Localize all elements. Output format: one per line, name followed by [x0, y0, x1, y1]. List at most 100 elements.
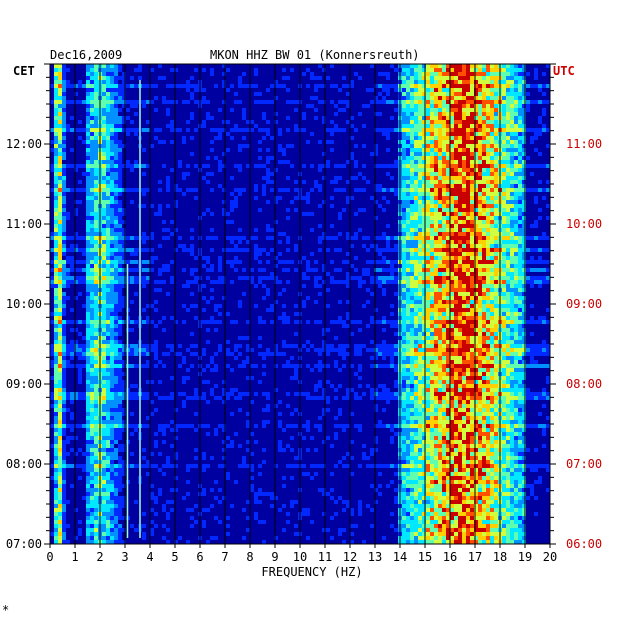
spectrogram-cell	[434, 68, 438, 72]
spectrogram-cell	[354, 160, 358, 164]
spectrogram-cell	[518, 120, 522, 124]
spectrogram-cell	[362, 124, 366, 128]
spectrogram-cell	[118, 144, 122, 148]
spectrogram-cell	[94, 308, 98, 312]
spectrogram-cell	[214, 304, 218, 308]
spectrogram-cell	[94, 236, 98, 240]
spectrogram-cell	[542, 188, 546, 192]
spectrogram-cell	[518, 168, 522, 172]
spectrogram-cell	[230, 352, 234, 356]
spectrogram-cell	[530, 84, 534, 88]
spectrogram-cell	[430, 272, 434, 276]
spectrogram-cell	[474, 308, 478, 312]
spectrogram-cell	[166, 124, 170, 128]
spectrogram-cell	[94, 124, 98, 128]
spectrogram-cell	[402, 252, 406, 256]
spectrogram-cell	[94, 256, 98, 260]
spectrogram-cell	[426, 228, 430, 232]
spectrogram-cell	[470, 204, 474, 208]
spectrogram-cell	[186, 248, 190, 252]
spectrogram-cell	[418, 116, 422, 120]
spectrogram-cell	[510, 84, 514, 88]
spectrogram-cell	[518, 364, 522, 368]
spectrogram-cell	[106, 184, 110, 188]
spectrogram-cell	[518, 92, 522, 96]
spectrogram-cell	[158, 208, 162, 212]
spectrogram-cell	[422, 320, 426, 324]
spectrogram-cell	[274, 168, 278, 172]
spectrogram-cell	[434, 180, 438, 184]
spectrogram-cell	[278, 352, 282, 356]
spectrogram-cell	[478, 156, 482, 160]
spectrogram-cell	[306, 276, 310, 280]
spectrogram-cell	[406, 316, 410, 320]
spectrogram-cell	[466, 328, 470, 332]
spectrogram-cell	[502, 272, 506, 276]
spectrogram-cell	[438, 284, 442, 288]
spectrogram-cell	[110, 172, 114, 176]
spectrogram-cell	[402, 216, 406, 220]
spectrogram-cell	[74, 200, 78, 204]
spectrogram-cell	[250, 348, 254, 352]
spectrogram-cell	[482, 332, 486, 336]
spectrogram-cell	[494, 176, 498, 180]
spectrogram-cell	[442, 244, 446, 248]
spectrogram-cell	[454, 148, 458, 152]
spectrogram-cell	[418, 340, 422, 344]
spectrogram-cell	[454, 324, 458, 328]
spectrogram-cell	[390, 280, 394, 284]
spectrogram-cell	[174, 248, 178, 252]
spectrogram-cell	[410, 264, 414, 268]
spectrogram-cell	[502, 356, 506, 360]
spectrogram-cell	[350, 196, 354, 200]
spectrogram-cell	[58, 140, 62, 144]
spectrogram-cell	[502, 348, 506, 352]
spectrogram-cell	[210, 360, 214, 364]
spectrogram-cell	[106, 304, 110, 308]
spectrogram-cell	[518, 96, 522, 100]
spectrogram-cell	[318, 236, 322, 240]
spectrogram-cell	[486, 168, 490, 172]
spectrogram-cell	[426, 304, 430, 308]
spectrogram-cell	[54, 192, 58, 196]
spectrogram-cell	[454, 292, 458, 296]
spectrogram-cell	[234, 244, 238, 248]
spectrogram-cell	[422, 116, 426, 120]
spectrogram-cell	[482, 124, 486, 128]
spectrogram-cell	[426, 188, 430, 192]
spectrogram-cell	[530, 164, 534, 168]
spectrogram-cell	[94, 300, 98, 304]
spectrogram-cell	[542, 352, 546, 356]
spectrogram-cell	[226, 260, 230, 264]
spectrogram-cell	[102, 324, 106, 328]
spectrogram-cell	[402, 288, 406, 292]
spectrogram-cell	[434, 296, 438, 300]
spectrogram-cell	[458, 316, 462, 320]
spectrogram-cell	[442, 240, 446, 244]
spectrogram-cell	[450, 340, 454, 344]
spectrogram-cell	[450, 68, 454, 72]
spectrogram-cell	[250, 268, 254, 272]
spectrogram-cell	[442, 200, 446, 204]
spectrogram-cell	[410, 340, 414, 344]
spectrogram-cell	[522, 340, 526, 344]
spectrogram-cell	[106, 172, 110, 176]
spectrogram-cell	[506, 356, 510, 360]
spectrogram-cell	[342, 364, 346, 368]
spectrogram-cell	[486, 212, 490, 216]
spectrogram-cell	[530, 332, 534, 336]
spectrogram-cell	[294, 372, 298, 376]
spectrogram-cell	[510, 256, 514, 260]
spectrogram-cell	[502, 192, 506, 196]
spectrogram-cell	[394, 368, 398, 372]
spectrogram-cell	[482, 360, 486, 364]
spectrogram-cell	[62, 368, 66, 372]
spectrogram-cell	[106, 200, 110, 204]
spectrogram-cell	[486, 104, 490, 108]
spectrogram-cell	[406, 280, 410, 284]
spectrogram-cell	[190, 136, 194, 140]
spectrogram-cell	[470, 192, 474, 196]
spectrogram-cell	[454, 232, 458, 236]
spectrogram-cell	[462, 284, 466, 288]
spectrogram-cell	[474, 352, 478, 356]
